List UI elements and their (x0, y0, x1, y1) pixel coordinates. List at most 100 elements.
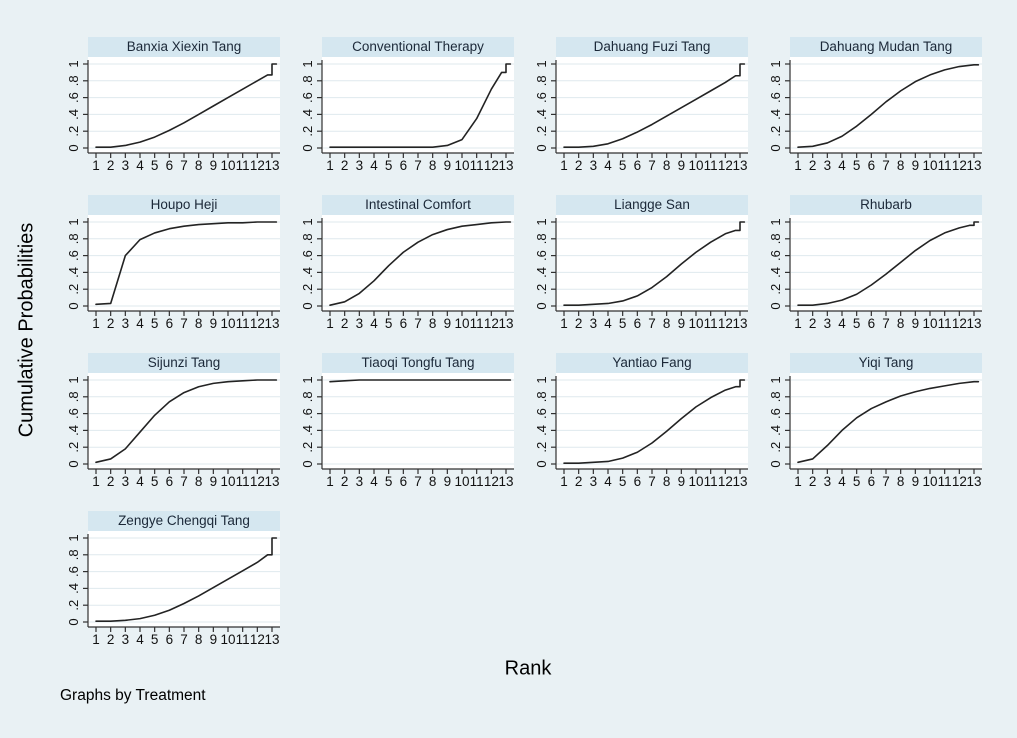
x-tick-label: 11 (236, 316, 250, 331)
treatment-panel: Intestinal Comfort 0.2.4.6.8 1 1 2 3 4 5 6 7 8 9 10… (294, 188, 528, 346)
y-tick-label: .2 (768, 442, 783, 453)
y-tick-label: .2 (534, 284, 549, 295)
x-tick-label: 10 (688, 474, 703, 489)
x-tick-label: 5 (151, 632, 159, 647)
y-tick-label: 0 (66, 144, 81, 151)
y-tick-label: .2 (66, 284, 81, 295)
x-tick-label: 4 (370, 316, 378, 331)
x-tick-label: 1 (92, 158, 100, 173)
y-tick-label: .8 (300, 75, 315, 86)
panel-title: Liangge San (556, 195, 748, 215)
x-tick-label: 8 (195, 632, 203, 647)
x-tick-label: 11 (470, 316, 484, 331)
y-tick-label: .6 (300, 92, 315, 103)
x-tick-label: 10 (220, 316, 235, 331)
x-tick-label: 4 (370, 158, 378, 173)
x-tick-label: 8 (663, 316, 671, 331)
x-tick-label: 4 (604, 316, 612, 331)
cumulative-probability-curve (563, 221, 746, 306)
x-tick-label: 11 (236, 632, 250, 647)
x-tick-label: 8 (195, 158, 203, 173)
x-tick-label: 5 (853, 316, 861, 331)
x-tick-label: 4 (136, 158, 144, 173)
cumulative-probability-curve (95, 379, 278, 464)
x-tick-label: 1 (794, 158, 802, 173)
panel-title: Banxia Xiexin Tang (88, 37, 280, 57)
x-tick-label: 6 (166, 316, 174, 331)
x-tick-label: 10 (454, 474, 469, 489)
x-tick-label: 9 (210, 158, 218, 173)
panel-title: Houpo Heji (88, 195, 280, 215)
x-tick-label: 1 (560, 158, 568, 173)
treatment-panel: Dahuang Fuzi Tang 0.2.4.6.8 1 1 2 3 4 5 6 7 8 9 10 1… (528, 30, 762, 188)
x-tick-label: 5 (385, 474, 393, 489)
y-tick-label: 1 (534, 376, 549, 383)
x-tick-label: 3 (122, 158, 130, 173)
x-tick-label: 1 (560, 474, 568, 489)
y-tick-label: .4 (534, 267, 549, 278)
y-tick-label: .8 (66, 549, 81, 560)
y-tick-label: .4 (300, 267, 315, 278)
y-tick-label: .8 (534, 75, 549, 86)
y-tick-label: .2 (300, 126, 315, 137)
y-tick-label: 1 (300, 218, 315, 225)
y-tick-label: .4 (66, 425, 81, 436)
cumulative-probability-curve (329, 379, 512, 383)
y-tick-label: .6 (66, 408, 81, 419)
y-tick-label: .2 (768, 126, 783, 137)
x-tick-label: 8 (663, 474, 671, 489)
treatment-panel: Houpo Heji 0.2.4.6.8 1 1 2 3 4 5 6 7 8 9 10 11 12 13 (60, 188, 294, 346)
y-tick-label: .6 (300, 408, 315, 419)
x-tick-label: 8 (429, 474, 437, 489)
y-tick-label: 0 (534, 460, 549, 467)
x-tick-label: 2 (575, 316, 583, 331)
by-treatment-note: Graphs by Treatment (60, 687, 206, 704)
x-tick-label: 4 (136, 474, 144, 489)
y-tick-label: .4 (66, 267, 81, 278)
x-tick-label: 3 (356, 158, 364, 173)
panel-plot: 0.2.4.6.811 2 3 4 5 6 7 8 9 10 11 12 13 (66, 373, 280, 489)
x-tick-label: 7 (414, 316, 422, 331)
y-tick-label: 0 (534, 144, 549, 151)
x-tick-label: 2 (809, 316, 817, 331)
y-tick-label: .8 (66, 233, 81, 244)
x-tick-label: 7 (882, 474, 890, 489)
y-tick-label: .2 (66, 600, 81, 611)
x-tick-label: 2 (107, 632, 115, 647)
panel-plot: 0.2.4.6.811 2 3 4 5 6 7 8 9 10 11 12 13 (768, 373, 982, 489)
x-tick-label: 12 (952, 316, 967, 331)
x-tick-label: 9 (912, 316, 920, 331)
y-tick-label: .6 (300, 250, 315, 261)
treatment-panel: Yantiao Fang 0.2.4.6.8 1 1 2 3 4 5 6 7 8 9 10 11 12 13 (528, 346, 762, 504)
y-tick-label: .6 (768, 408, 783, 419)
x-tick-label: 3 (824, 158, 832, 173)
x-tick-label: 8 (663, 158, 671, 173)
x-tick-label: 2 (575, 158, 583, 173)
panel-plot: 0.2.4.6.811 2 3 4 5 6 7 8 9 10 11 12 13 (534, 215, 748, 331)
x-tick-label: 7 (180, 158, 188, 173)
x-tick-label: 6 (400, 316, 408, 331)
y-tick-label: .8 (300, 233, 315, 244)
x-tick-label: 13 (732, 474, 747, 489)
x-tick-label: 10 (688, 316, 703, 331)
y-tick-label: 1 (66, 376, 81, 383)
y-tick-label: .6 (534, 92, 549, 103)
x-tick-label: 3 (590, 316, 598, 331)
x-tick-label: 8 (897, 474, 905, 489)
x-tick-label: 2 (341, 316, 349, 331)
x-tick-label: 13 (264, 632, 279, 647)
x-tick-label: 10 (220, 632, 235, 647)
y-tick-label: .6 (66, 566, 81, 577)
y-tick-label: 0 (300, 460, 315, 467)
x-tick-label: 12 (952, 158, 967, 173)
cumulative-probability-curve (95, 221, 278, 306)
x-tick-label: 10 (220, 474, 235, 489)
plot-area (556, 215, 748, 311)
panel-title: Intestinal Comfort (322, 195, 514, 215)
y-tick-label: .8 (300, 391, 315, 402)
x-tick-label: 6 (634, 474, 642, 489)
panel-title: Dahuang Mudan Tang (790, 37, 982, 57)
x-tick-label: 3 (122, 474, 130, 489)
x-tick-label: 13 (966, 158, 981, 173)
